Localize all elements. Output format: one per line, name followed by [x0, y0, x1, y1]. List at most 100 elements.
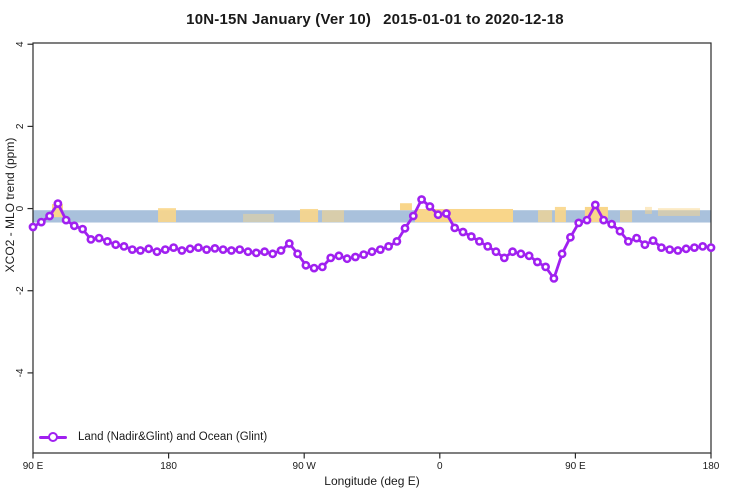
legend-label: Land (Nadir&Glint) and Ocean (Glint) [78, 431, 268, 443]
data-point [640, 240, 650, 250]
data-point [119, 241, 129, 251]
data-point [350, 252, 360, 262]
data-point [690, 243, 699, 252]
data-point [111, 240, 121, 250]
land-band-segment [243, 213, 274, 223]
data-point [466, 232, 476, 241]
y-tick-label: -4 [15, 368, 26, 377]
data-point [28, 222, 38, 232]
data-point [103, 236, 112, 246]
data-point [45, 211, 54, 221]
data-point [483, 241, 493, 251]
data-point [574, 218, 584, 228]
land-band-segment [554, 206, 566, 223]
data-point [408, 211, 418, 221]
y-tick-label: 2 [15, 123, 26, 129]
y-tick-label: -2 [15, 286, 26, 295]
data-point [334, 251, 344, 261]
data-point [69, 221, 79, 231]
data-point [491, 247, 501, 257]
data-point [359, 250, 369, 259]
title-region-period: 10N-15N January (Ver 10) [186, 11, 372, 28]
data-point [61, 215, 71, 225]
data-point [326, 253, 336, 263]
data-point [185, 244, 195, 254]
land-band-segment [158, 208, 176, 223]
x-tick-label: 90 E [23, 461, 44, 472]
data-point [516, 249, 526, 259]
land-band-segment [400, 203, 412, 211]
data-point [400, 223, 410, 233]
y-axis-label: XCO2 - MLO trend (ppm) [3, 137, 17, 273]
data-point [433, 210, 443, 220]
data-point [632, 233, 641, 243]
data-point [210, 243, 220, 253]
data-point [607, 219, 617, 229]
data-point [508, 247, 517, 257]
data-point [541, 262, 550, 272]
data-point [36, 217, 46, 227]
data-point [458, 227, 468, 237]
data-point [499, 253, 509, 263]
data-point [615, 226, 625, 236]
data-point [599, 215, 608, 225]
data-point [160, 245, 170, 254]
data-point [53, 199, 63, 208]
data-point [260, 247, 269, 257]
data-point [417, 195, 426, 204]
data-point [582, 215, 592, 225]
data-point [665, 245, 675, 254]
land-band-segment [299, 208, 319, 223]
data-point [450, 223, 460, 233]
title-date-range: 2015-01-01 to 2020-12-18 [383, 11, 564, 28]
data-point [557, 249, 567, 259]
data-point [367, 247, 377, 257]
legend-circle-icon [48, 432, 58, 442]
legend-marker-icon [39, 429, 67, 445]
data-point [226, 246, 236, 255]
data-point [268, 249, 278, 259]
land-band-segment [645, 206, 652, 214]
data-point [152, 247, 162, 257]
data-point [94, 233, 104, 243]
data-point [590, 200, 600, 210]
data-point [251, 248, 261, 258]
data-point [342, 254, 352, 264]
legend: Land (Nadir&Glint) and Ocean (Glint) [39, 429, 267, 445]
data-point [425, 202, 435, 211]
x-tick-label: 180 [703, 461, 720, 472]
land-band-segment [321, 210, 344, 223]
x-tick-label: 90 E [565, 461, 586, 472]
data-point [293, 249, 302, 259]
data-point [193, 243, 203, 252]
data-point [235, 245, 245, 254]
data-point [86, 234, 96, 244]
data-point [706, 243, 716, 252]
data-point [218, 245, 228, 254]
data-point [284, 239, 294, 248]
land-band-segment [538, 210, 553, 223]
land-band-segment [51, 204, 63, 218]
x-tick-label: 0 [437, 461, 443, 472]
data-point [177, 246, 187, 255]
data-point [301, 260, 311, 270]
data-point [524, 251, 534, 261]
x-tick-label: 90 W [293, 461, 317, 472]
x-tick-label: 180 [160, 461, 177, 472]
y-tick-label: 4 [15, 41, 26, 47]
data-point [648, 236, 658, 245]
data-point [673, 246, 683, 255]
land-band-segment [414, 208, 514, 223]
y-tick-label: 0 [15, 205, 26, 211]
data-point [698, 241, 708, 251]
data-point [127, 245, 137, 254]
data-point [623, 236, 633, 246]
data-point [375, 245, 385, 254]
data-point [78, 224, 87, 234]
data-point [144, 244, 154, 254]
data-point [243, 247, 253, 257]
data-point [441, 209, 451, 218]
x-axis-label: Longitude (deg E) [324, 474, 420, 488]
